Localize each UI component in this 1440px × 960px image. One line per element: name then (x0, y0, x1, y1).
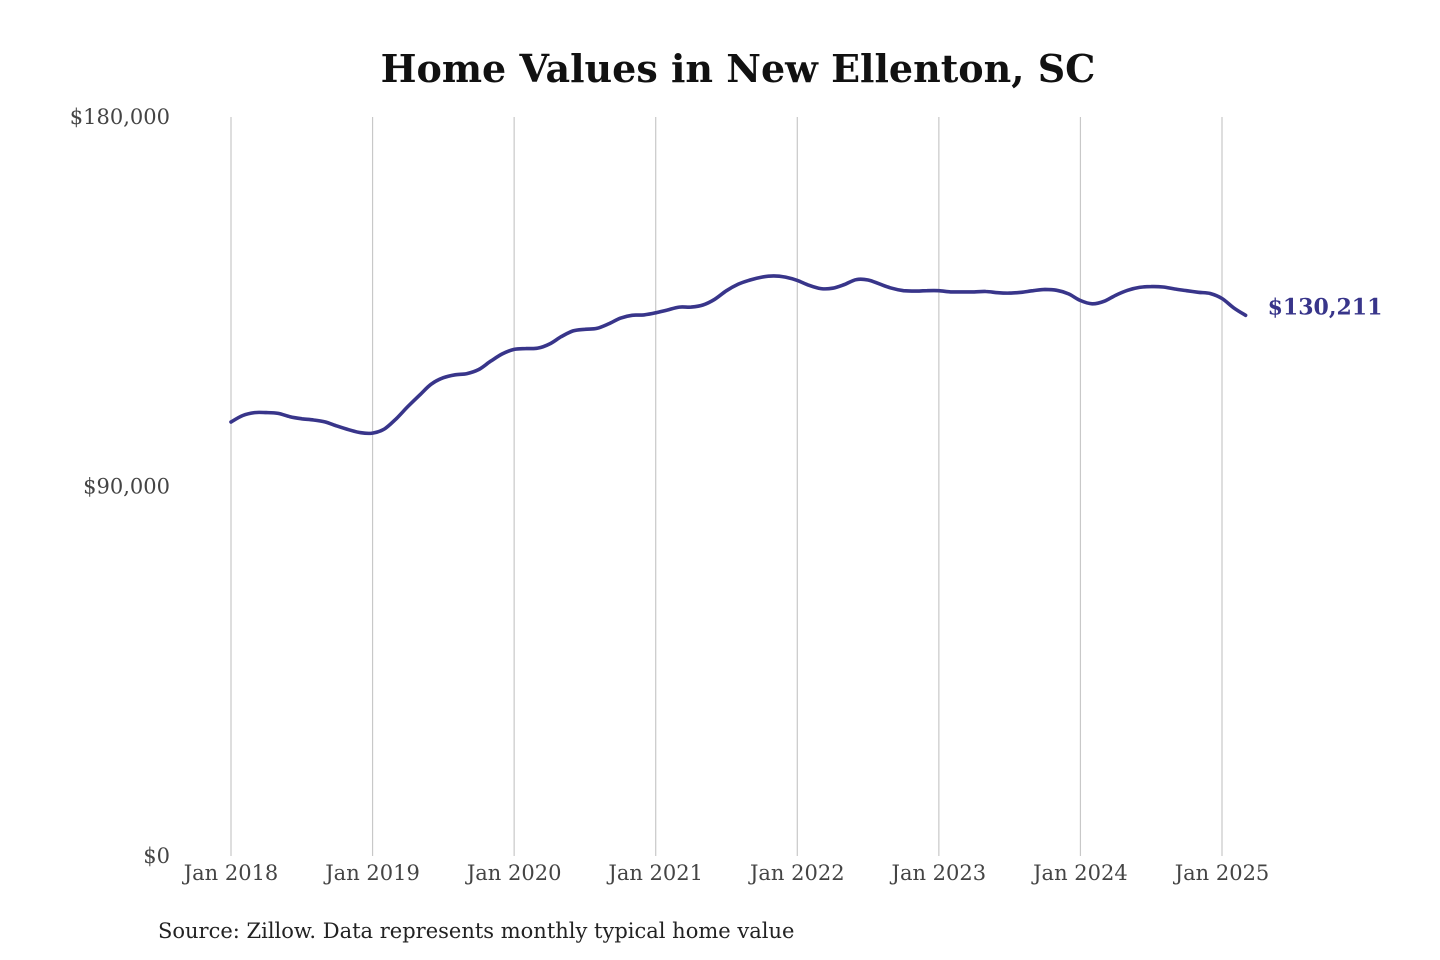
source-note: Source: Zillow. Data represents monthly … (158, 919, 794, 943)
x-tick-label: Jan 2019 (323, 861, 420, 885)
chart-title: Home Values in New Ellenton, SC (381, 46, 1096, 91)
y-tick-label: $90,000 (83, 475, 170, 499)
x-tick-label: Jan 2018 (182, 861, 279, 885)
x-axis-ticks: Jan 2018 Jan 2019 Jan 2020 Jan 2021 Jan 2022… (182, 861, 1270, 885)
x-tick-label: Jan 2024 (1031, 861, 1128, 885)
x-tick-label: Jan 2025 (1173, 861, 1270, 885)
home-value-line (229, 274, 1248, 436)
x-tick-label: Jan 2021 (606, 861, 703, 885)
latest-value-label: $130,211 (1268, 294, 1383, 320)
y-tick-label: $180,000 (70, 105, 170, 129)
x-tick-label: Jan 2022 (748, 861, 845, 885)
grid-layer (230, 117, 1223, 856)
y-tick-label: $0 (143, 844, 170, 868)
y-axis-ticks: $0 $90,000 $180,000 (70, 105, 170, 868)
x-tick-label: Jan 2023 (890, 861, 987, 885)
x-tick-label: Jan 2020 (465, 861, 562, 885)
